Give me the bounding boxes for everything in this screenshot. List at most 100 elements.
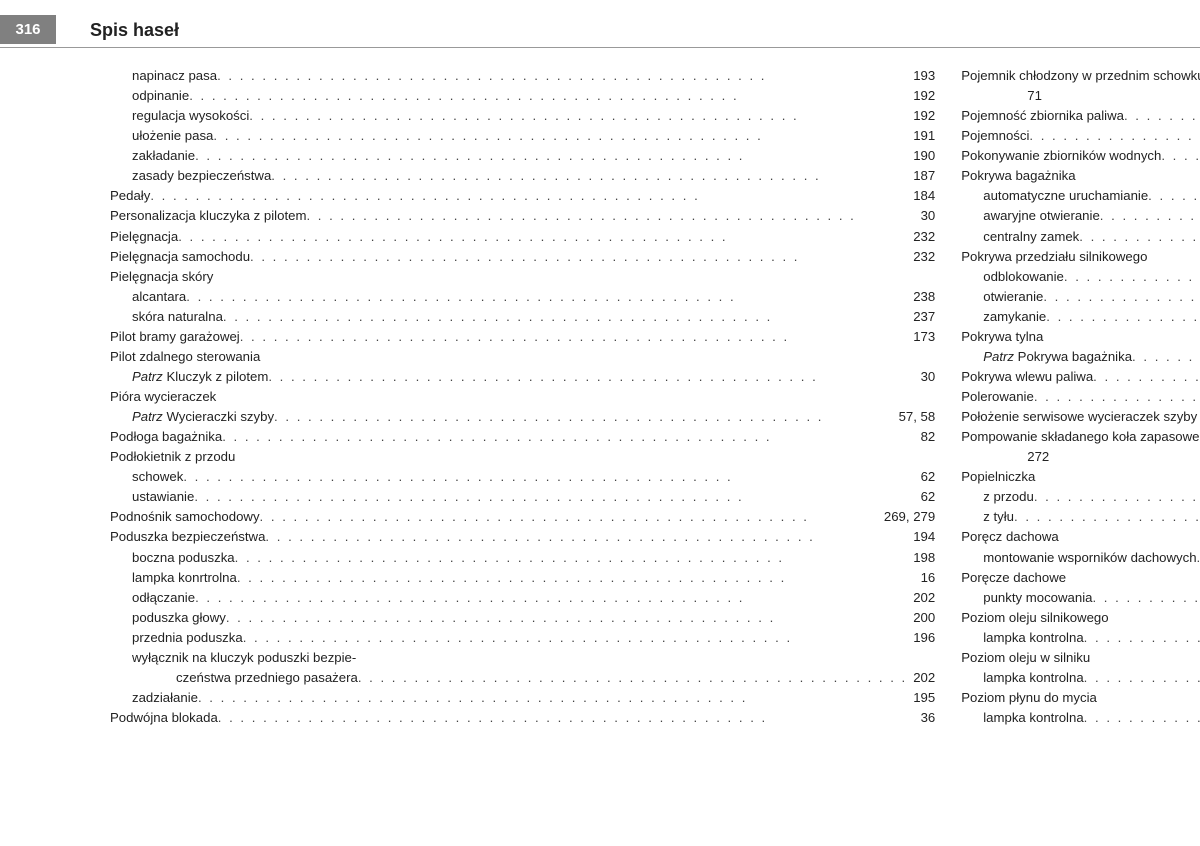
index-page-ref: 62 [907,467,935,487]
index-subentry: zadziałanie195 [110,688,935,708]
index-page-ref: 193 [907,66,935,86]
index-label: Patrz Kluczyk z pilotem [132,367,268,387]
index-entry: Pokrywa tylna [961,327,1200,347]
index-subentry: schowek 62 [110,467,935,487]
leader-dots [226,608,907,628]
index-subentry: Patrz Pokrywa bagażnika39, 40 [961,347,1200,367]
index-entry: Pokrywa przedziału silnikowego [961,247,1200,267]
index-label: Pokonywanie zbiorników wodnych [961,146,1161,166]
index-label: Pokrywa tylna [961,327,1043,347]
leader-dots [260,507,878,527]
index-label: Poziom płynu do mycia [961,688,1097,708]
index-subentry: zasady bezpieczeństwa187 [110,166,935,186]
index-label: punkty mocowania [983,588,1092,608]
leader-dots [306,206,907,226]
page-title: Spis haseł [90,20,179,41]
index-label: z przodu [983,487,1034,507]
leader-dots [235,548,908,568]
index-label: schowek [132,467,183,487]
index-page-ref: 82 [907,427,935,447]
leader-dots [265,527,907,547]
index-entry: Pielęgnacja232 [110,227,935,247]
index-entry: Pióra wycieraczek [110,387,935,407]
index-label: Patrz Pokrywa bagażnika [983,347,1132,367]
index-entry: Podłokietnik z przodu [110,447,935,467]
index-subentry: ustawianie62 [110,487,935,507]
index-label: 272 [983,447,1049,467]
index-entry: Podłoga bagażnika 82 [110,427,935,447]
index-page-ref: 196 [907,628,935,648]
index-column-2: Pojemnik chłodzony w przednim schowku71P… [961,66,1200,728]
index-subentry: centralny zamek39 [961,227,1200,247]
leader-dots [249,106,907,126]
index-label: Poręcze dachowe [961,568,1066,588]
index-label: Pojemności [961,126,1029,146]
index-label: otwieranie [983,287,1043,307]
index-label: montowanie wsporników dachowych [983,548,1196,568]
index-label: Poziom oleju silnikowego [961,608,1108,628]
index-subentry: skóra naturalna237 [110,307,935,327]
leader-dots [183,467,907,487]
index-subentry: boczna poduszka198 [110,548,935,568]
leader-dots [1034,487,1200,507]
index-page-ref: 194 [907,527,935,547]
index-page-ref: 269, 279 [878,507,935,527]
index-entry: Poziom płynu do mycia [961,688,1200,708]
index-label: Poduszka bezpieczeństwa [110,527,265,547]
leader-dots [222,427,907,447]
leader-dots [1092,588,1200,608]
index-entry: Poręcz dachowa [961,527,1200,547]
index-entry: Położenie serwisowe wycieraczek szyby57 [961,407,1200,427]
index-label: Pojemność zbiornika paliwa [961,106,1124,126]
index-subentry: lampka konrtrolna16 [110,568,935,588]
index-subentry: czeństwa przedniego pasażera202 [110,668,935,688]
index-label: Pióra wycieraczek [110,387,216,407]
index-entry: Pielęgnacja skóry [110,267,935,287]
index-subentry: 272 [961,447,1200,467]
index-label: Popielniczka [961,467,1035,487]
index-label: boczna poduszka [132,548,235,568]
index-label: Podwójna blokada [110,708,218,728]
index-label: 71 [983,86,1042,106]
index-label: Polerowanie [961,387,1034,407]
index-label: Podłoga bagażnika [110,427,222,447]
page-header: 316 Spis haseł [0,0,1200,48]
index-label: alcantara [132,287,186,307]
leader-dots [1084,628,1200,648]
index-entry: Podwójna blokada36 [110,708,935,728]
index-page-ref: 192 [907,106,935,126]
index-label: Pielęgnacja [110,227,178,247]
index-page-ref: 200 [907,608,935,628]
index-label: automatyczne uruchamianie [983,186,1148,206]
index-entry: Pilot bramy garażowej173 [110,327,935,347]
index-page-ref: 16 [907,568,935,588]
index-label: Poręcz dachowa [961,527,1059,547]
leader-dots [186,287,907,307]
index-entry: Poduszka bezpieczeństwa 194 [110,527,935,547]
index-subentry: Patrz Kluczyk z pilotem30 [110,367,935,387]
leader-dots [1084,668,1200,688]
index-subentry: ułożenie pasa191 [110,126,935,146]
index-page-ref: 232 [907,247,935,267]
leader-dots [243,628,908,648]
index-label: centralny zamek [983,227,1079,247]
leader-dots [237,568,907,588]
leader-dots [198,688,907,708]
index-label: Pielęgnacja skóry [110,267,213,287]
index-subentry: lampka kontrolna20 [961,708,1200,728]
index-label: napinacz pasa [132,66,217,86]
index-subentry: poduszka głowy200 [110,608,935,628]
leader-dots [1197,548,1200,568]
index-entry: Pokrywa wlewu paliwa241 [961,367,1200,387]
index-label: zamykanie [983,307,1046,327]
leader-dots [1124,106,1200,126]
index-label: Położenie serwisowe wycieraczek szyby [961,407,1197,427]
leader-dots [1161,146,1200,166]
index-page-ref: 30 [907,206,935,226]
leader-dots [213,126,907,146]
index-label: Pielęgnacja samochodu [110,247,250,267]
index-page-ref: 184 [907,186,935,206]
index-subentry: automatyczne uruchamianie40 [961,186,1200,206]
index-subentry: 71 [961,86,1200,106]
index-label: Patrz Wycieraczki szyby [132,407,274,427]
